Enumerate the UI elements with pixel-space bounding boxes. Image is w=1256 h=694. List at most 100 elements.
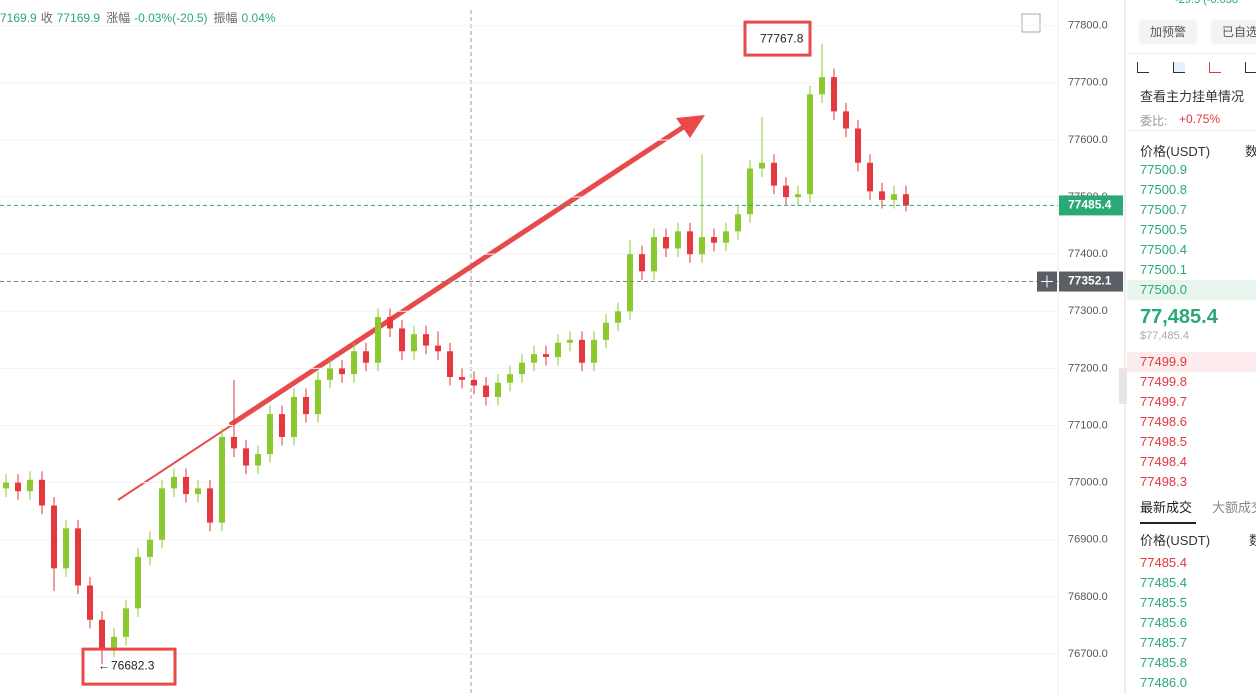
arrow-head	[676, 115, 705, 138]
candle-body	[867, 162, 873, 192]
candle-body	[411, 334, 417, 352]
candle-body	[171, 476, 177, 489]
y-tick-label: 77400.0	[1068, 248, 1108, 260]
trend-arrow	[228, 121, 690, 428]
candle-body	[75, 528, 81, 586]
y-tick-label: 76700.0	[1068, 648, 1108, 660]
candle-body	[231, 436, 237, 449]
divider	[1127, 130, 1256, 131]
bid-price: 77499.9	[1140, 354, 1187, 369]
candle-body	[207, 488, 213, 523]
tab-underline	[1140, 522, 1196, 524]
candle-body	[459, 376, 465, 380]
candle-body	[111, 636, 117, 649]
candle-body	[279, 414, 285, 437]
chart: 7169.9 收 77169.9 涨幅 -0.03%(-20.5) 振幅 0.04% 767…	[0, 0, 1127, 694]
candle-body	[351, 351, 357, 375]
button[interactable]: 已自选	[1211, 20, 1256, 44]
candle-body	[339, 368, 345, 375]
candle-body	[687, 231, 693, 255]
ratio: +0.75%	[1179, 112, 1221, 126]
candle-body	[363, 351, 369, 363]
candle-body	[387, 317, 393, 329]
column-header: 价格(USDT)	[1140, 533, 1211, 548]
y-tick-label: 77000.0	[1068, 477, 1108, 489]
y-tick-label: 76800.0	[1068, 591, 1108, 603]
y-tick-label: 77300.0	[1068, 305, 1108, 317]
ask-price: 77500.9	[1140, 162, 1187, 177]
candle-body	[567, 339, 573, 343]
amp: 0.04%	[242, 11, 276, 25]
trade-price: 77485.7	[1140, 635, 1187, 650]
candle-body	[147, 539, 153, 557]
candle-body	[423, 334, 429, 346]
candle-body	[375, 317, 381, 363]
candle-body	[267, 414, 273, 455]
change: -0.03%(-20.5)	[134, 11, 207, 25]
candle-body	[603, 322, 609, 340]
candle-body	[243, 448, 249, 466]
label: 收	[41, 11, 53, 25]
candle-body	[303, 396, 309, 415]
ask-price: 77500.5	[1140, 222, 1187, 237]
panel-handle[interactable]	[1119, 368, 1127, 404]
column-header: 数	[1249, 533, 1256, 548]
sidebar: -29.5 (-0.038 加预警 已自选查看主力挂单情况 委比: +0.75% 价格(U…	[1127, 0, 1256, 694]
candle-body	[327, 368, 333, 380]
view-icon[interactable]	[1209, 62, 1221, 73]
candle-body	[51, 505, 57, 569]
bid-price: 77498.6	[1140, 414, 1187, 429]
orderbook-title: 查看主力挂单情况	[1140, 89, 1245, 104]
candle-body	[3, 482, 9, 489]
candle-body	[531, 354, 537, 363]
candle-body	[891, 194, 897, 200]
low-box	[81, 647, 177, 686]
candle-body	[771, 162, 777, 186]
candle-body	[675, 231, 681, 249]
column-header: 价格(USDT)	[1140, 144, 1211, 159]
trade-price: 77486.0	[1140, 675, 1187, 690]
top-change: -29.5 (-0.038	[1175, 0, 1238, 6]
ask-price: 77500.8	[1140, 182, 1187, 197]
candle-body	[99, 619, 105, 649]
candle-body	[795, 194, 801, 198]
bid-price: 77498.3	[1140, 474, 1187, 489]
candle-body	[63, 528, 69, 569]
candle-body	[219, 436, 225, 523]
crosshair-tag	[1059, 271, 1123, 292]
trade-price: 77485.8	[1140, 655, 1187, 670]
y-tick-label: 77800.0	[1068, 20, 1108, 32]
candle-body	[543, 354, 549, 357]
view-icon[interactable]	[1137, 62, 1149, 73]
candle-body	[735, 214, 741, 232]
candle-body	[471, 379, 477, 386]
candle-body	[651, 237, 657, 272]
view-icon[interactable]	[1245, 62, 1256, 73]
y-tick-label: 77100.0	[1068, 419, 1108, 431]
button[interactable]: 加预警	[1139, 20, 1197, 44]
close: 77169.9	[57, 11, 101, 25]
bid-price: 77499.7	[1140, 394, 1187, 409]
ask-highlight	[1127, 280, 1256, 300]
last-price: 77,485.4	[1140, 306, 1218, 328]
candle-body	[39, 479, 45, 506]
candle-body	[627, 254, 633, 312]
tab[interactable]: 最新成交	[1140, 500, 1193, 515]
column-header: 数	[1245, 144, 1256, 159]
crosshair-label: 77352.1	[1068, 274, 1112, 288]
candle-body	[315, 379, 321, 415]
last-price-usd: $77,485.4	[1140, 330, 1189, 342]
candle-body	[255, 454, 261, 466]
candle-body	[639, 254, 645, 272]
ratio-label: 委比:	[1140, 114, 1168, 128]
candle-body	[183, 476, 189, 495]
candle-body	[843, 111, 849, 129]
bid-price: 77498.4	[1140, 454, 1187, 469]
candle-body	[519, 362, 525, 375]
bid-highlight	[1127, 352, 1256, 372]
tab[interactable]: 大额成交	[1212, 500, 1256, 515]
view-icon[interactable]	[1173, 62, 1185, 73]
low-arrow: ←	[98, 658, 110, 672]
fullscreen-icon[interactable]	[1021, 13, 1041, 33]
